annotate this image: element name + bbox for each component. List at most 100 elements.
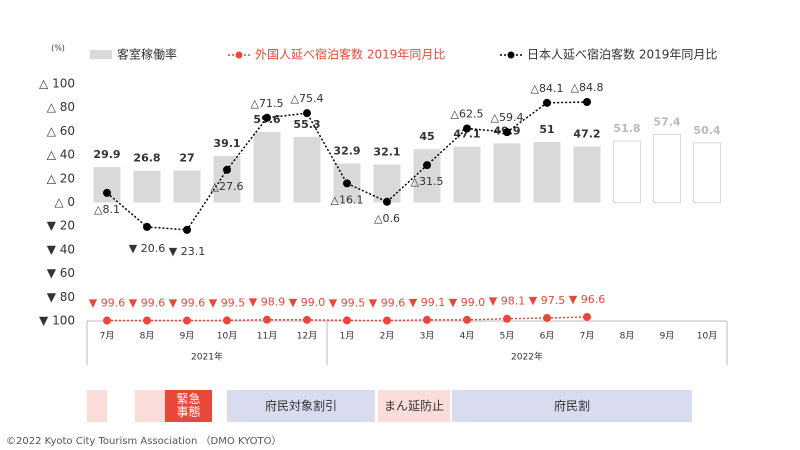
x-tick-label: 8月 bbox=[620, 331, 635, 342]
point-label: △84.8 bbox=[571, 81, 604, 94]
point-label: △75.4 bbox=[291, 92, 324, 105]
bar-label: 51 bbox=[539, 123, 554, 136]
year-label: 2022年 bbox=[511, 351, 543, 363]
point-label: ▼ 23.1 bbox=[169, 245, 205, 258]
point bbox=[543, 314, 551, 323]
bar-label: 47.1 bbox=[453, 128, 480, 141]
point bbox=[543, 98, 551, 107]
y-tick-label: △ 0 bbox=[54, 195, 75, 209]
legend-label: 外国人延べ宿泊客数 2019年同月比 bbox=[255, 47, 445, 62]
point bbox=[583, 312, 591, 321]
point bbox=[263, 113, 271, 122]
point-label: ▼ 99.5 bbox=[209, 296, 245, 309]
bar bbox=[413, 149, 441, 203]
y-tick-label: △ 80 bbox=[47, 100, 75, 114]
point-label: △0.6 bbox=[374, 212, 400, 225]
point bbox=[303, 315, 311, 324]
legend-label: 日本人延べ宿泊客数 2019年同月比 bbox=[527, 47, 717, 62]
legend-swatch bbox=[235, 51, 243, 59]
x-tick-label: 5月 bbox=[500, 331, 515, 342]
point bbox=[343, 316, 351, 325]
point-label: ▼ 99.0 bbox=[449, 296, 485, 309]
y-tick-label: ▼ 20 bbox=[47, 219, 75, 233]
point-label: △31.5 bbox=[411, 175, 444, 188]
bar-label: 32.9 bbox=[333, 145, 360, 158]
timeline-block: 府民対象割引 bbox=[227, 390, 375, 422]
bar bbox=[693, 142, 721, 203]
timeline-block: まん延防止 bbox=[378, 390, 450, 422]
point-label: △8.1 bbox=[94, 203, 120, 216]
point bbox=[423, 161, 431, 170]
x-tick-label: 11月 bbox=[257, 331, 277, 342]
x-tick-label: 3月 bbox=[420, 331, 435, 342]
bar-label: 32.1 bbox=[373, 145, 400, 158]
y-tick-label: △ 40 bbox=[47, 148, 75, 162]
x-tick-label: 9月 bbox=[660, 331, 675, 342]
x-tick-label: 8月 bbox=[140, 331, 155, 342]
point-label: ▼ 99.1 bbox=[409, 296, 445, 309]
point-label: ▼ 99.0 bbox=[289, 296, 325, 309]
point-label: △71.5 bbox=[251, 97, 284, 110]
y-tick-label: △ 20 bbox=[47, 171, 75, 185]
timeline-block: 府民割 bbox=[452, 390, 692, 422]
point-label: ▼ 98.9 bbox=[249, 296, 285, 309]
bar-label: 45 bbox=[419, 130, 434, 143]
x-tick-label: 1月 bbox=[340, 331, 355, 342]
point bbox=[143, 222, 151, 231]
bar bbox=[93, 167, 121, 203]
legend-label: 客室稼働率 bbox=[117, 47, 177, 62]
point bbox=[263, 315, 271, 324]
point-label: △84.1 bbox=[531, 82, 564, 95]
point-label: ▼ 96.6 bbox=[569, 293, 605, 306]
unit-label: (%) bbox=[51, 44, 65, 53]
y-tick-label: △ 60 bbox=[47, 124, 75, 138]
bar bbox=[653, 133, 681, 203]
bar-label: 27 bbox=[179, 152, 194, 165]
x-tick-label: 2月 bbox=[380, 331, 395, 342]
point bbox=[223, 316, 231, 325]
point bbox=[143, 316, 151, 325]
point-label: ▼ 99.6 bbox=[369, 297, 405, 310]
point bbox=[343, 179, 351, 188]
point-label: ▼ 20.6 bbox=[129, 242, 165, 255]
bar-label: 26.8 bbox=[133, 152, 160, 165]
bar bbox=[453, 146, 481, 203]
y-tick-label: △ 100 bbox=[39, 77, 75, 91]
point bbox=[463, 124, 471, 133]
timeline-block bbox=[87, 390, 107, 422]
bar bbox=[493, 143, 521, 203]
bar-label: 47.2 bbox=[573, 128, 600, 141]
y-tick-label: ▼ 80 bbox=[47, 290, 75, 304]
point bbox=[223, 165, 231, 174]
point-label: ▼ 99.6 bbox=[169, 297, 205, 310]
point bbox=[423, 315, 431, 324]
bar-label: 29.9 bbox=[93, 148, 120, 161]
point bbox=[463, 315, 471, 324]
bar-label: 50.4 bbox=[693, 124, 720, 137]
bar bbox=[213, 156, 241, 203]
point bbox=[383, 316, 391, 325]
bar bbox=[373, 164, 401, 203]
point bbox=[503, 314, 511, 323]
legend-swatch bbox=[507, 51, 515, 59]
bar bbox=[613, 140, 641, 204]
x-tick-label: 6月 bbox=[540, 331, 555, 342]
point-label: ▼ 99.6 bbox=[129, 297, 165, 310]
bar-label: 55.3 bbox=[293, 118, 320, 131]
bar bbox=[173, 170, 201, 203]
y-tick-label: ▼ 60 bbox=[47, 266, 75, 280]
bar bbox=[573, 146, 601, 203]
point-label: ▼ 97.5 bbox=[529, 294, 565, 307]
point bbox=[303, 109, 311, 118]
x-tick-label: 10月 bbox=[217, 331, 237, 342]
year-label: 2021年 bbox=[191, 351, 223, 363]
x-tick-label: 7月 bbox=[100, 331, 115, 342]
point-label: ▼ 99.5 bbox=[329, 296, 365, 309]
footer: ©2022 Kyoto City Tourism Association （DM… bbox=[6, 436, 282, 447]
point bbox=[103, 188, 111, 197]
bar-label: 51.8 bbox=[613, 122, 640, 135]
x-tick-label: 9月 bbox=[180, 331, 195, 342]
point bbox=[183, 225, 191, 234]
